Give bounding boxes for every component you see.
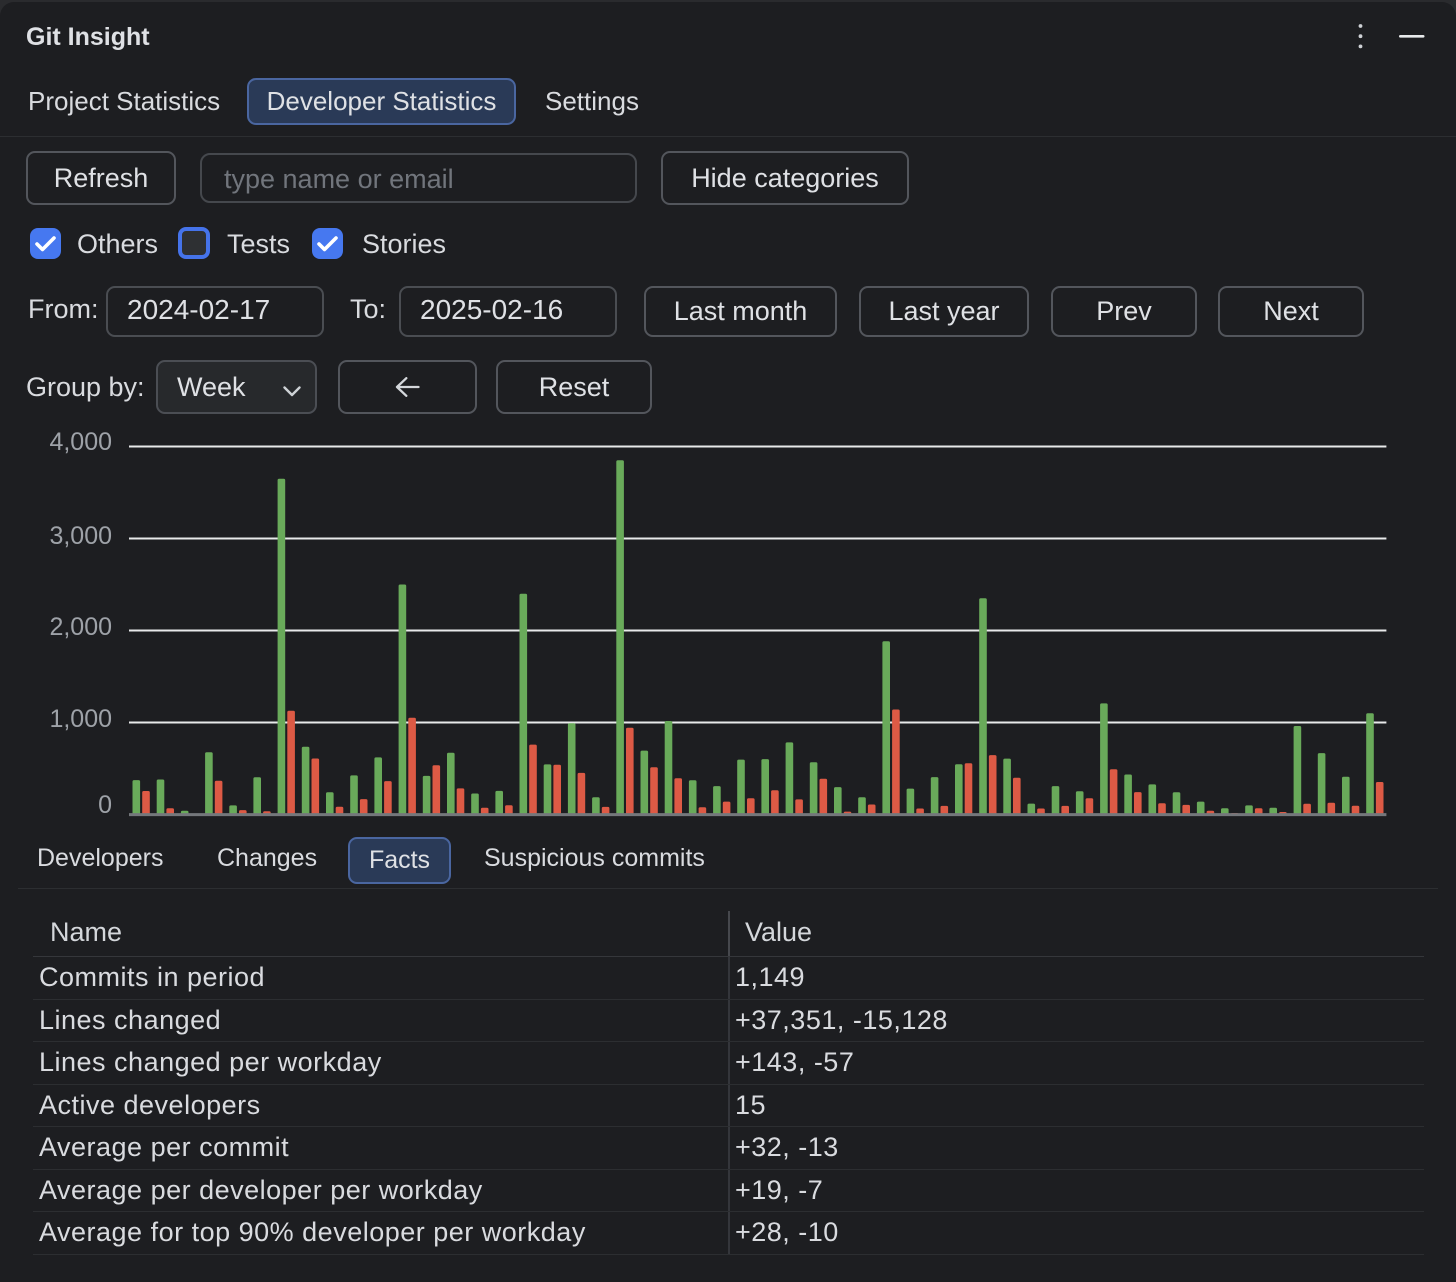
svg-text:4,000: 4,000 xyxy=(49,428,112,456)
svg-text:1,000: 1,000 xyxy=(49,705,112,733)
svg-text:2,000: 2,000 xyxy=(49,613,112,641)
svg-text:0: 0 xyxy=(98,791,112,819)
svg-text:3,000: 3,000 xyxy=(49,522,112,550)
